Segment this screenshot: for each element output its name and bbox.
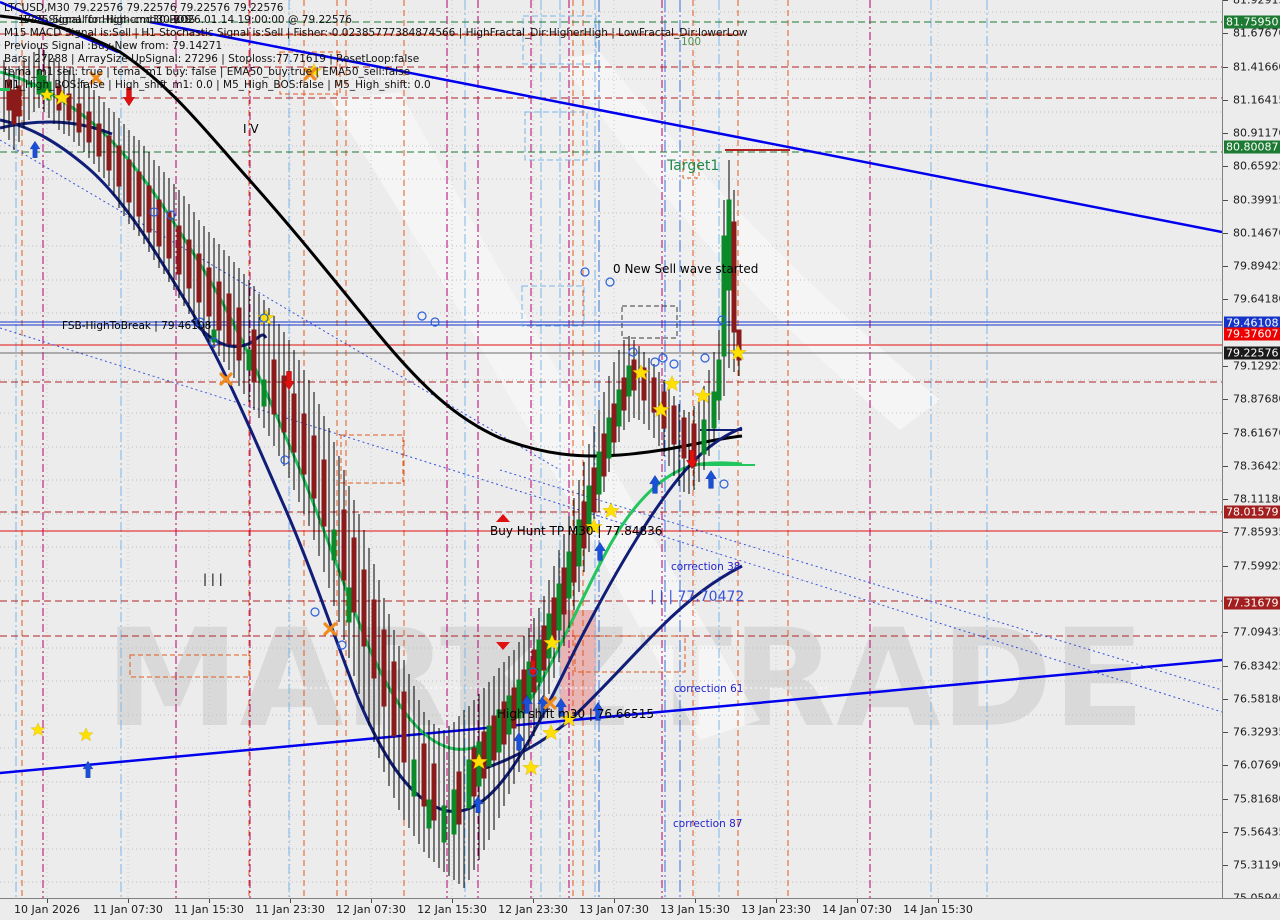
price-axis-label: 80.14670 <box>1233 226 1280 240</box>
resistance-green-upper[interactable]: 81.75950 <box>1224 15 1280 29</box>
time-axis-label: 12 Jan 07:30 <box>336 903 406 916</box>
price-axis-label: 76.32935 <box>1233 725 1280 739</box>
price-tick <box>1223 865 1228 866</box>
price-axis-label: 81.92915 <box>1233 0 1280 7</box>
price-axis-label: 78.36425 <box>1233 459 1280 473</box>
price-tick <box>1223 67 1228 68</box>
price-axis-label: 79.89425 <box>1233 259 1280 273</box>
price-tick <box>1223 133 1228 134</box>
price-axis-label: 77.09435 <box>1233 625 1280 639</box>
price-axis-label: 81.16415 <box>1233 93 1280 107</box>
time-tick <box>938 899 939 903</box>
price-axis-label: 77.85935 <box>1233 525 1280 539</box>
price-tick <box>1223 0 1228 1</box>
support-dark-red-level[interactable]: 77.31679 <box>1224 596 1280 610</box>
target1-green[interactable]: 80.80087 <box>1224 140 1280 154</box>
price-tick <box>1223 765 1228 766</box>
tp-dark-red-level[interactable]: 78.01579 <box>1224 505 1280 519</box>
time-axis-label: 13 Jan 15:30 <box>660 903 730 916</box>
price-axis-label: 78.61670 <box>1233 426 1280 440</box>
price-tick <box>1223 166 1228 167</box>
time-axis-label: 14 Jan 07:30 <box>822 903 892 916</box>
price-axis-label: 81.67670 <box>1233 26 1280 40</box>
price-tick <box>1223 666 1228 667</box>
price-tick <box>1223 100 1228 101</box>
price-tick <box>1223 466 1228 467</box>
price-tick <box>1223 632 1228 633</box>
price-tick <box>1223 699 1228 700</box>
price-tick <box>1223 200 1228 201</box>
price-axis-label: 78.87680 <box>1233 392 1280 406</box>
price-axis-label: 80.91170 <box>1233 126 1280 140</box>
time-tick <box>128 899 129 903</box>
time-tick <box>209 899 210 903</box>
price-tick <box>1223 233 1228 234</box>
price-axis-label: 76.07690 <box>1233 758 1280 772</box>
price-tick <box>1223 433 1228 434</box>
time-axis[interactable]: 10 Jan 2026 11 Jan 07:30 11 Jan 15:30 11 Ja… <box>0 898 1280 920</box>
price-axis-label: 80.65925 <box>1233 159 1280 173</box>
fsb-blue-level[interactable]: 79.46108 <box>1224 316 1280 330</box>
time-axis-label: 11 Jan 23:30 <box>255 903 325 916</box>
price-tick <box>1223 366 1228 367</box>
price-axis-label: 75.31190 <box>1233 858 1280 872</box>
time-axis-label: 11 Jan 15:30 <box>174 903 244 916</box>
current-price[interactable]: 79.22576 <box>1224 346 1280 360</box>
time-tick <box>614 899 615 903</box>
price-tick <box>1223 566 1228 567</box>
price-axis-label: 75.81680 <box>1233 792 1280 806</box>
stop-red-level[interactable]: 79.37607 <box>1224 327 1280 341</box>
time-tick <box>47 899 48 903</box>
time-axis-label: 10 Jan 2026 <box>14 903 80 916</box>
time-tick <box>857 899 858 903</box>
price-tick <box>1223 499 1228 500</box>
price-tick <box>1223 732 1228 733</box>
price-axis[interactable]: 81.92915 81.67670 81.41660 81.16415 80.91170… <box>1222 0 1280 905</box>
time-tick <box>290 899 291 903</box>
price-axis-label: 76.58180 <box>1233 692 1280 706</box>
chart-plot-area[interactable]: MARK TZ TRADE <box>0 0 1222 898</box>
price-axis-label: 79.12925 <box>1233 359 1280 373</box>
price-axis-label: 78.11180 <box>1233 492 1280 506</box>
price-tick <box>1223 266 1228 267</box>
time-axis-label: 13 Jan 07:30 <box>579 903 649 916</box>
time-tick <box>695 899 696 903</box>
price-tick <box>1223 299 1228 300</box>
price-tick <box>1223 799 1228 800</box>
price-tick <box>1223 33 1228 34</box>
time-axis-label: 11 Jan 07:30 <box>93 903 163 916</box>
time-axis-label: 12 Jan 15:30 <box>417 903 487 916</box>
price-tick <box>1223 532 1228 533</box>
time-axis-label: 14 Jan 15:30 <box>903 903 973 916</box>
time-tick <box>776 899 777 903</box>
time-tick <box>452 899 453 903</box>
time-tick <box>533 899 534 903</box>
price-axis-label: 77.59925 <box>1233 559 1280 573</box>
price-axis-label: 81.41660 <box>1233 60 1280 74</box>
price-axis-label: 80.39915 <box>1233 193 1280 207</box>
price-axis-label: 75.56435 <box>1233 825 1280 839</box>
price-tick <box>1223 832 1228 833</box>
price-axis-label: 76.83425 <box>1233 659 1280 673</box>
time-axis-label: 13 Jan 23:30 <box>741 903 811 916</box>
time-axis-label: 12 Jan 23:30 <box>498 903 568 916</box>
price-tick <box>1223 399 1228 400</box>
time-tick <box>371 899 372 903</box>
chart-graphics <box>0 0 1222 898</box>
